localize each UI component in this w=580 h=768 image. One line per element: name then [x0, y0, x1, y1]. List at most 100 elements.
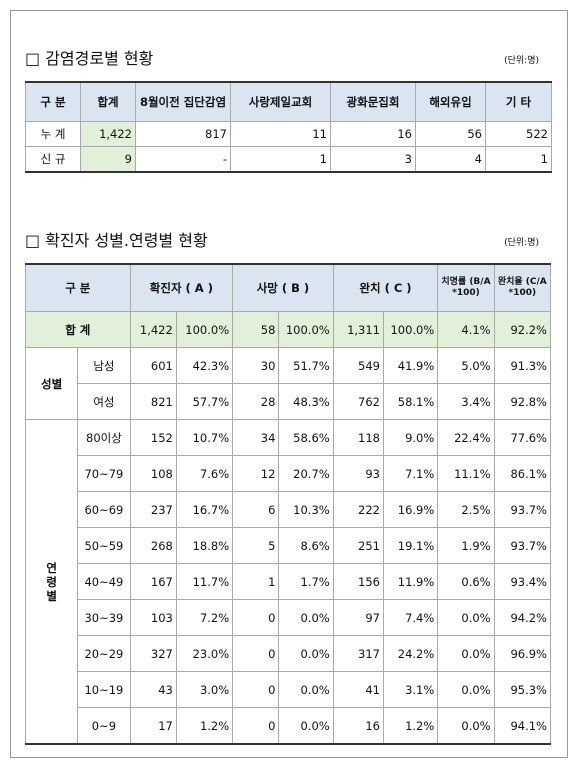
row-label: 20~29 — [77, 635, 131, 672]
cell: 1,422 — [129, 311, 177, 348]
cell: 1 — [485, 146, 552, 173]
cell: 97 — [332, 599, 385, 636]
cell: 0.0% — [437, 707, 495, 745]
table-row: 연령별 80이상 152 10.7% 34 58.6% 118 9.0% 22.4% 77.6% — [24, 419, 552, 745]
table-row: 50~59 268 18.8% 5 8.6% 251 19.1% 1.9% 93.7% — [26, 527, 552, 564]
cell: 11.7% — [175, 563, 234, 600]
cell: 6 — [232, 491, 280, 528]
header-cell: 광화문집회 — [330, 81, 416, 122]
cell: 1,422 — [80, 121, 136, 147]
header-cell: 완치율 (C/A*100) — [493, 263, 552, 312]
cell: 4.1% — [437, 311, 495, 348]
cell: 91.3% — [493, 347, 552, 384]
cell: - — [135, 146, 231, 173]
header-cell: 완치 ( C ) — [332, 263, 439, 312]
cell: 549 — [332, 347, 385, 384]
cell: 17 — [129, 707, 177, 745]
cell: 9.0% — [382, 419, 439, 456]
cell: 58.1% — [382, 383, 439, 420]
row-label: 남성 — [77, 347, 131, 384]
cell: 821 — [129, 383, 177, 420]
cell: 1.2% — [382, 707, 439, 745]
cell: 0.0% — [437, 671, 495, 708]
cell: 93.7% — [493, 527, 552, 564]
cell: 251 — [332, 527, 385, 564]
header-cell: 기 타 — [485, 81, 552, 122]
cell: 18.8% — [175, 527, 234, 564]
cell: 93.7% — [493, 491, 552, 528]
cell: 11.1% — [437, 455, 495, 492]
cell: 4 — [415, 146, 486, 173]
row-label: 신 규 — [25, 146, 81, 173]
cell: 3.4% — [437, 383, 495, 420]
header-cell: 구 분 — [25, 263, 131, 312]
header-cell: 확진자 ( A ) — [129, 263, 234, 312]
cell: 317 — [332, 635, 385, 672]
cell: 0.0% — [278, 671, 334, 708]
cell: 9 — [80, 146, 136, 173]
cell: 19.1% — [382, 527, 439, 564]
row-label: 80이상 — [77, 419, 131, 456]
cell: 86.1% — [493, 455, 552, 492]
row-label: 70~79 — [77, 455, 131, 492]
cell: 0 — [232, 635, 280, 672]
unit-label: (단위:명) — [504, 238, 539, 248]
cell: 3.0% — [175, 671, 234, 708]
cell: 3.1% — [382, 671, 439, 708]
cell: 3 — [330, 146, 416, 173]
row-label: 합 계 — [25, 311, 131, 348]
cell: 0 — [232, 707, 280, 745]
table-row: 20~29 327 23.0% 0 0.0% 317 24.2% 0.0% 96.9% — [26, 635, 552, 672]
cell: 7.6% — [175, 455, 234, 492]
cell: 108 — [129, 455, 177, 492]
cell: 1.9% — [437, 527, 495, 564]
cell: 16.7% — [175, 491, 234, 528]
header-cell: 합계 — [80, 81, 136, 122]
cell: 8.6% — [278, 527, 334, 564]
section-title: □ 감염경로별 현황 — [25, 49, 154, 68]
cell: 0.0% — [278, 599, 334, 636]
cell: 222 — [332, 491, 385, 528]
table-row: 30~39 103 7.2% 0 0.0% 97 7.4% 0.0% 94.2% — [26, 599, 552, 636]
cell: 100.0% — [278, 311, 334, 348]
total-row: 합 계 1,422 100.0% 58 100.0% 1,311 100.0% 4.1% 92.… — [25, 311, 552, 348]
table-row: 40~49 167 11.7% 1 1.7% 156 11.9% 0.6% 93.4% — [26, 563, 552, 600]
cell: 23.0% — [175, 635, 234, 672]
header-cell: 해외유입 — [415, 81, 486, 122]
cell: 56 — [415, 121, 486, 147]
cell: 11.9% — [382, 563, 439, 600]
cell: 96.9% — [493, 635, 552, 672]
header-cell: 8월이전 집단감염 — [135, 81, 231, 122]
cell: 522 — [485, 121, 552, 147]
header-row: 구 분 합계 8월이전 집단감염 사랑제일교회 광화문집회 해외유입 기 타 — [25, 81, 552, 122]
header-cell: 사랑제일교회 — [230, 81, 331, 122]
cell: 34 — [232, 419, 280, 456]
cell: 1,311 — [332, 311, 385, 348]
cell: 30 — [232, 347, 280, 384]
section-title: □ 확진자 성별.연령별 현황 — [25, 231, 208, 250]
cell: 0.0% — [437, 635, 495, 672]
cell: 41 — [332, 671, 385, 708]
table-row: 누 계 1,422 817 11 16 56 522 — [25, 121, 552, 147]
row-label: 누 계 — [25, 121, 81, 147]
cell: 167 — [129, 563, 177, 600]
cell: 0 — [232, 599, 280, 636]
cell: 103 — [129, 599, 177, 636]
cell: 92.8% — [493, 383, 552, 420]
cell: 118 — [332, 419, 385, 456]
cell: 93.4% — [493, 563, 552, 600]
cell: 92.2% — [493, 311, 552, 348]
header-cell: 치명률 (B/A*100) — [437, 263, 495, 312]
cell: 24.2% — [382, 635, 439, 672]
row-label: 40~49 — [77, 563, 131, 600]
cell: 77.6% — [493, 419, 552, 456]
cell: 601 — [129, 347, 177, 384]
cell: 1 — [230, 146, 331, 173]
row-label: 50~59 — [77, 527, 131, 564]
cell: 5 — [232, 527, 280, 564]
cell: 28 — [232, 383, 280, 420]
cell: 1.2% — [175, 707, 234, 745]
